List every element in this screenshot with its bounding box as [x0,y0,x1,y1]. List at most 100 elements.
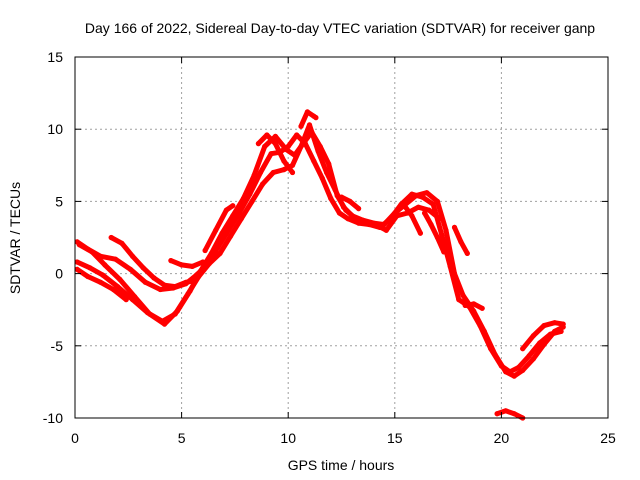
data-point [328,195,334,202]
data-point [217,250,223,256]
data-point [336,210,342,216]
data-point [437,216,443,222]
data-point [481,328,487,334]
data-point [409,213,415,219]
data-point [213,227,219,233]
data-point [132,294,138,300]
data-point [283,146,289,152]
data-point [383,227,389,233]
data-point [415,204,421,210]
data-point [313,115,319,121]
data-point [168,258,174,264]
y-tick-labels: -10 -5 0 5 10 15 [43,49,63,426]
data-point [552,328,558,334]
data-point [157,286,163,293]
data-point [441,249,447,255]
data-point [260,181,266,187]
data-point [272,133,278,139]
data-point [394,213,400,219]
data-point [430,201,436,207]
data-point [142,279,148,285]
data-point [439,232,445,238]
y-tick-label: 15 [47,49,63,65]
data-point [174,308,180,314]
data-point [298,123,304,129]
x-tick-label: 0 [71,430,79,446]
data-point [434,198,440,204]
data-point [479,305,485,311]
y-tick-label: 5 [55,193,63,209]
data-point [198,268,204,274]
data-point [456,297,462,303]
data-point [219,230,225,236]
data-point [319,175,325,181]
data-point [208,250,214,256]
data-point [351,214,357,220]
data-point [230,203,236,209]
data-point [428,221,434,228]
y-tick-label: -5 [51,338,64,354]
data-point [417,230,423,236]
data-point [115,284,121,290]
series-track-f [168,258,206,269]
data-point [127,266,133,272]
data-point [300,141,306,147]
x-tick-label: 10 [280,430,296,446]
data-point [98,279,104,285]
data-point [249,198,255,204]
data-point [560,321,566,327]
data-point [255,141,261,147]
data-point [272,141,278,147]
data-point [343,207,349,213]
data-point [309,129,315,135]
data-point [179,262,185,268]
x-tick-label: 25 [600,430,616,446]
data-point [85,273,91,280]
data-point [112,256,119,262]
data-point [552,320,558,326]
data-point [515,364,522,371]
data-point [541,341,547,347]
data-point [281,167,287,173]
data-point [511,411,517,417]
data-point [345,216,351,222]
data-point [238,216,244,222]
data-point [87,265,93,271]
data-point [311,158,317,164]
data-point [108,234,114,241]
data-point [326,161,332,167]
data-point [292,152,298,158]
data-point [471,301,477,307]
data-point [74,259,80,265]
data-point [161,282,168,288]
data-point [356,206,362,212]
data-point [434,234,440,241]
data-point [147,311,153,317]
data-point [264,132,270,138]
data-point [324,169,330,176]
data-point [306,122,313,128]
data-point [520,367,526,373]
data-point [400,201,406,207]
data-point [100,272,106,278]
data-point [230,213,236,219]
data-point [110,286,116,293]
data-point [183,279,189,285]
data-point [262,143,268,150]
data-point [257,169,264,176]
data-point [189,263,195,269]
data-point [373,221,379,228]
data-point [458,239,464,245]
y-axis-label: SDTVAR / TECUs [7,182,23,294]
x-axis-label: GPS time / hours [288,457,395,473]
x-tick-label: 5 [178,430,186,446]
data-point [89,249,95,255]
data-point [289,169,296,176]
data-point [130,253,136,259]
series-layer [74,109,566,421]
data-point [494,411,500,417]
plot-frame [74,56,609,419]
data-point [119,240,125,246]
